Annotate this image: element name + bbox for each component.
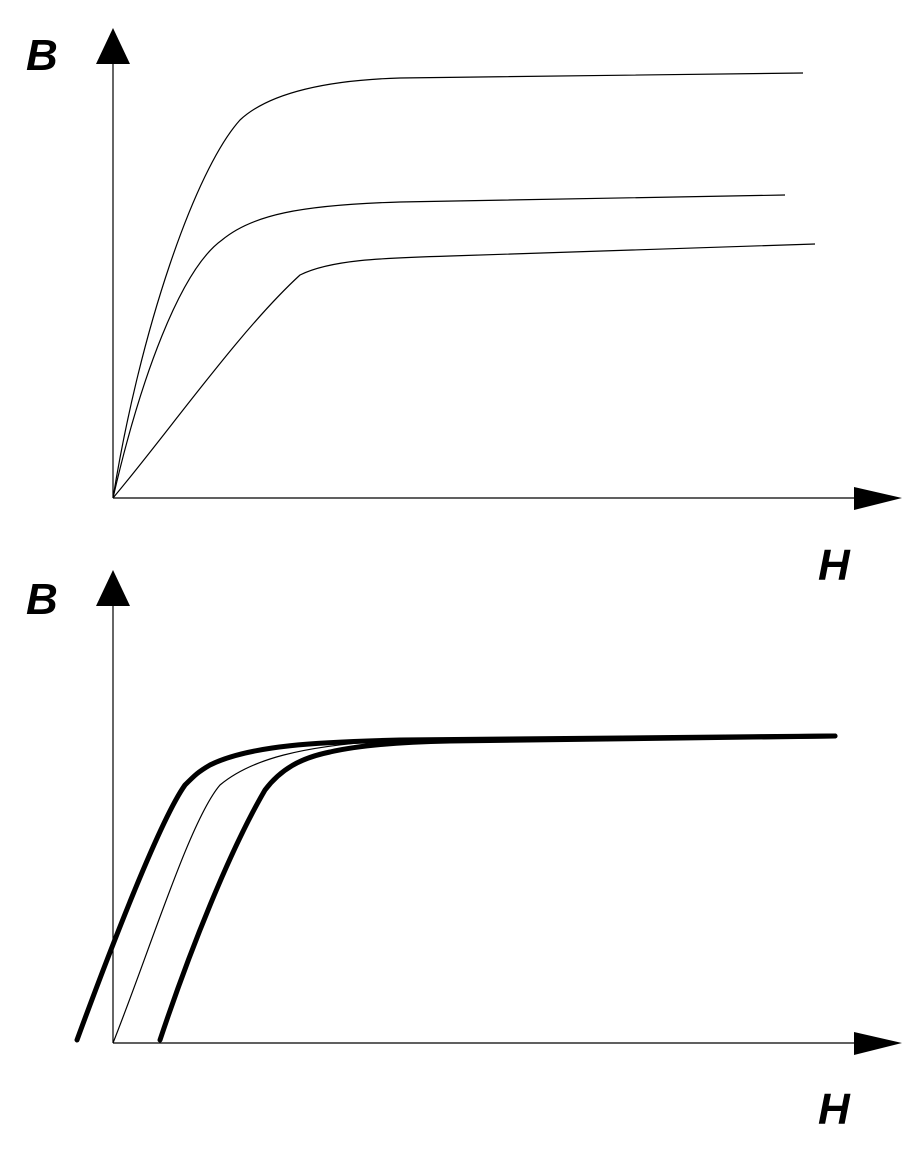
- y-axis-label: B: [26, 575, 58, 624]
- x-arrow: [854, 487, 902, 510]
- hysteresis-curve: [74, 733, 838, 1043]
- diagram-bottom: B H: [26, 570, 902, 1134]
- curve: [112, 72, 804, 499]
- initial-curve: [112, 739, 401, 1044]
- x-arrow: [854, 1032, 902, 1055]
- curve: [112, 243, 816, 499]
- y-arrow: [96, 570, 130, 606]
- x-axis-label: H: [818, 541, 851, 590]
- diagram-top: B H: [26, 28, 902, 590]
- curve: [112, 194, 786, 499]
- y-axis-label: B: [26, 31, 58, 80]
- x-axis-label: H: [818, 1085, 851, 1134]
- y-arrow: [96, 28, 130, 64]
- hysteresis-curve: [157, 733, 838, 1043]
